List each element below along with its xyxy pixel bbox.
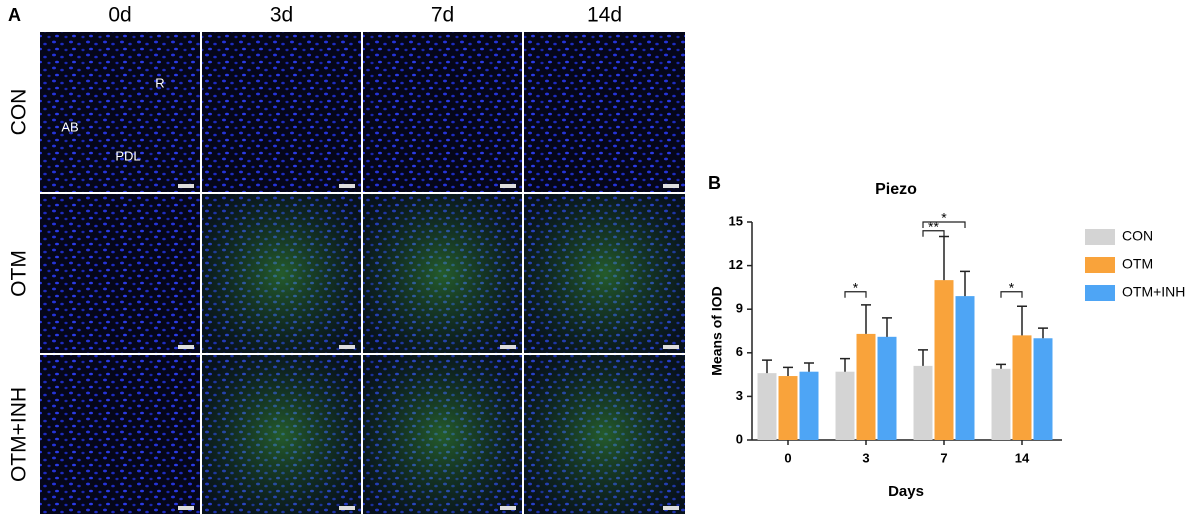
legend-swatch	[1085, 285, 1115, 301]
legend-swatch	[1085, 257, 1115, 273]
error-bar	[939, 235, 949, 281]
x-axis-label: Days	[888, 483, 924, 500]
scale-bar	[663, 506, 679, 510]
x-tick-label: 14	[1015, 450, 1030, 465]
micrograph	[524, 32, 685, 192]
scale-bar	[178, 506, 194, 510]
fluorescence	[363, 355, 522, 514]
y-tick-label: 0	[736, 431, 743, 446]
error-bar	[762, 359, 772, 374]
legend-label: OTM+INH	[1122, 284, 1185, 300]
column-label: 7d	[431, 4, 454, 27]
y-tick-label: 3	[736, 388, 743, 403]
scale-bar	[663, 184, 679, 188]
column-label: 0d	[108, 4, 131, 27]
error-bar	[783, 366, 793, 377]
significance-bracket	[922, 221, 966, 228]
scale-bar	[500, 345, 516, 349]
x-tick-label: 0	[784, 450, 791, 465]
bar	[934, 280, 954, 440]
micrograph	[40, 355, 200, 514]
fluorescence	[524, 194, 685, 353]
fluorescence	[202, 194, 361, 353]
error-bar	[804, 362, 814, 372]
scale-bar	[500, 506, 516, 510]
error-bar	[1017, 305, 1027, 336]
error-bar	[1038, 327, 1048, 339]
region-label: AB	[61, 119, 78, 134]
error-bar	[996, 363, 1006, 369]
x-tick-label: 7	[940, 450, 947, 465]
row-label: OTM	[8, 250, 31, 297]
fluorescence	[524, 355, 685, 514]
bar	[757, 373, 777, 440]
fluorescence	[202, 355, 361, 514]
y-tick-label: 15	[729, 213, 743, 228]
micrograph	[202, 32, 361, 192]
significance-bracket	[1000, 291, 1023, 298]
bar	[955, 296, 975, 440]
chart-title: Piezo	[875, 181, 917, 198]
scale-bar	[178, 184, 194, 188]
significance-bracket	[844, 291, 867, 298]
fluorescence	[363, 194, 522, 353]
error-bar	[960, 270, 970, 297]
scale-bar	[178, 345, 194, 349]
panel-label: B	[708, 173, 721, 193]
y-tick-label: 9	[736, 301, 743, 316]
bar	[835, 371, 855, 440]
error-bar	[882, 317, 892, 337]
micrograph	[363, 32, 522, 192]
significance-label: *	[1009, 279, 1015, 295]
legend-label: CON	[1122, 228, 1153, 244]
region-label: PDL	[115, 148, 140, 163]
bar	[856, 333, 876, 440]
row-label: OTM+INH	[8, 387, 31, 482]
significance-label: *	[941, 210, 947, 226]
bar	[1012, 335, 1032, 440]
y-axis-label: Means of IOD	[709, 286, 725, 375]
legend-label: OTM	[1122, 256, 1153, 272]
error-bar	[840, 357, 850, 372]
bar	[799, 371, 819, 440]
bar	[1033, 338, 1053, 440]
bar	[778, 376, 798, 440]
x-tick-label: 3	[862, 450, 869, 465]
micrograph	[40, 32, 200, 192]
column-label: 14d	[587, 4, 622, 27]
bar	[991, 368, 1011, 440]
region-label: R	[155, 75, 164, 90]
error-bar	[861, 304, 871, 334]
legend-swatch	[1085, 229, 1115, 245]
scale-bar	[663, 345, 679, 349]
scale-bar	[500, 184, 516, 188]
error-bar	[918, 349, 928, 366]
significance-label: *	[853, 279, 859, 295]
scale-bar	[339, 345, 355, 349]
panel-label: A	[8, 5, 21, 25]
significance-label: **	[928, 218, 939, 234]
bar	[913, 365, 933, 440]
scale-bar	[339, 506, 355, 510]
y-tick-label: 12	[729, 257, 743, 272]
micrograph	[40, 194, 200, 353]
y-tick-label: 6	[736, 344, 743, 359]
column-label: 3d	[270, 4, 293, 27]
bar	[877, 336, 897, 440]
significance-bracket	[922, 230, 945, 237]
row-label: CON	[8, 89, 31, 136]
scale-bar	[339, 184, 355, 188]
